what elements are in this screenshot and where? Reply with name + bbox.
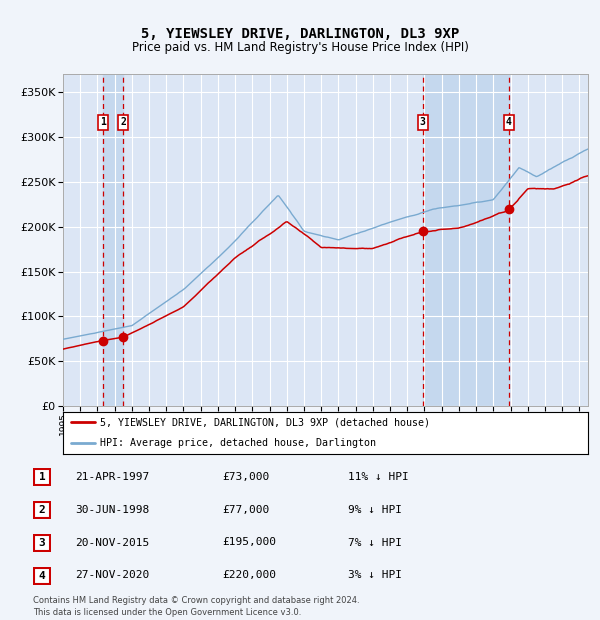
Text: £73,000: £73,000 [222,472,269,482]
Bar [103,74,123,406]
Text: 3% ↓ HPI: 3% ↓ HPI [348,570,402,580]
Text: 5, YIEWSLEY DRIVE, DARLINGTON, DL3 9XP: 5, YIEWSLEY DRIVE, DARLINGTON, DL3 9XP [141,27,459,41]
Text: 3: 3 [419,118,425,128]
Text: HPI: Average price, detached house, Darlington: HPI: Average price, detached house, Darl… [100,438,376,448]
Text: 2: 2 [121,118,126,128]
Text: 30-JUN-1998: 30-JUN-1998 [75,505,149,515]
Text: 21-APR-1997: 21-APR-1997 [75,472,149,482]
Text: 1: 1 [38,472,46,482]
Text: 27-NOV-2020: 27-NOV-2020 [75,570,149,580]
Text: Contains HM Land Registry data © Crown copyright and database right 2024.
This d: Contains HM Land Registry data © Crown c… [33,596,359,617]
Text: 11% ↓ HPI: 11% ↓ HPI [348,472,409,482]
Text: 7% ↓ HPI: 7% ↓ HPI [348,538,402,547]
Text: 4: 4 [506,118,512,128]
Text: Price paid vs. HM Land Registry's House Price Index (HPI): Price paid vs. HM Land Registry's House … [131,42,469,54]
Text: 3: 3 [38,538,46,548]
Text: £195,000: £195,000 [222,538,276,547]
Text: £77,000: £77,000 [222,505,269,515]
Text: 1: 1 [100,118,106,128]
Text: 20-NOV-2015: 20-NOV-2015 [75,538,149,547]
Text: 2: 2 [38,505,46,515]
Text: £220,000: £220,000 [222,570,276,580]
Bar [422,74,509,406]
Text: 9% ↓ HPI: 9% ↓ HPI [348,505,402,515]
Text: 4: 4 [38,570,46,581]
Text: 5, YIEWSLEY DRIVE, DARLINGTON, DL3 9XP (detached house): 5, YIEWSLEY DRIVE, DARLINGTON, DL3 9XP (… [100,417,430,427]
